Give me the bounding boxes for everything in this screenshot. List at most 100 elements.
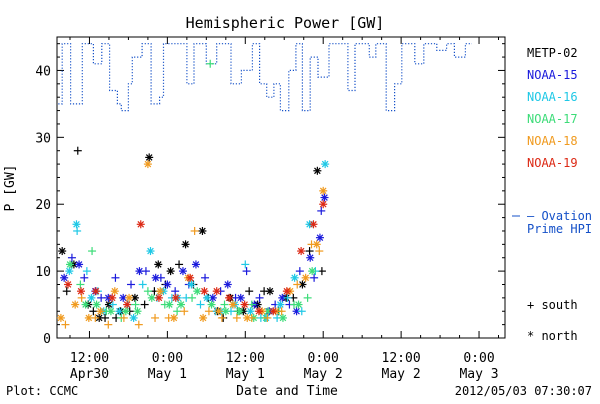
data-point-south <box>305 247 314 256</box>
data-point-north <box>75 260 84 269</box>
data-point-north <box>106 307 115 316</box>
data-point-north <box>178 267 187 276</box>
plot-area <box>56 36 506 339</box>
data-point-north <box>64 280 73 289</box>
data-point-south <box>61 320 70 329</box>
data-point-south <box>303 293 312 302</box>
data-point-south <box>206 59 215 68</box>
data-point-north <box>243 313 252 322</box>
data-point-south <box>173 307 182 316</box>
data-point-north <box>191 260 200 269</box>
data-point-north <box>58 247 67 256</box>
data-point-south <box>73 226 82 235</box>
data-point-south <box>204 307 213 316</box>
x-tick-label-time: 0:00 <box>463 351 494 366</box>
data-point-south <box>108 300 117 309</box>
data-point-north <box>123 300 132 309</box>
data-point-south <box>260 287 269 296</box>
data-point-south <box>190 226 199 235</box>
data-point-north <box>265 287 274 296</box>
data-point-north <box>135 267 144 276</box>
data-point-north <box>91 287 100 296</box>
y-axis: 0 10 20 30 40 <box>35 43 505 347</box>
data-point-north <box>56 313 65 322</box>
data-point-north <box>171 293 180 302</box>
data-point-north <box>200 287 209 296</box>
data-point-south <box>80 273 89 282</box>
data-point-north <box>223 280 232 289</box>
y-tick-label: 20 <box>35 198 51 213</box>
data-point-south <box>245 287 254 296</box>
data-point-north <box>214 307 223 316</box>
y-tick-label: 30 <box>35 131 51 146</box>
data-point-south <box>131 300 140 309</box>
data-point-south <box>138 280 147 289</box>
data-point-south <box>310 273 319 282</box>
data-point-north <box>125 293 134 302</box>
data-point-north <box>136 220 145 229</box>
series-layer <box>56 43 472 329</box>
data-point-south <box>97 293 106 302</box>
data-point-south <box>232 313 241 322</box>
legend-item: NOAA-15 <box>527 68 578 82</box>
footer-timestamp: 2012/05/03 07:30:07 <box>455 384 592 398</box>
data-point-south <box>73 146 82 155</box>
legend: METP-02 NOAA-15 NOAA-16 NOAA-17 NOAA-18 NOAA-… <box>512 46 592 343</box>
data-point-north <box>77 287 86 296</box>
y-tick-label: 0 <box>43 332 51 347</box>
data-point-south <box>234 307 243 316</box>
x-tick-label-date: Apr30 <box>70 367 109 382</box>
data-point-south <box>67 253 76 262</box>
data-point-south <box>255 293 264 302</box>
data-point-north <box>282 287 291 296</box>
data-point-north <box>72 220 81 229</box>
data-point-south <box>171 287 180 296</box>
data-point-north <box>221 307 230 316</box>
data-point-south <box>156 273 165 282</box>
data-point-south <box>297 307 306 316</box>
data-point-north <box>313 166 322 175</box>
y-tick-label: 10 <box>35 265 51 280</box>
legend-item: NOAA-18 <box>527 134 578 148</box>
data-point-north <box>269 307 278 316</box>
legend-ovation-label: — Ovation <box>527 209 592 223</box>
y-tick-label: 40 <box>35 64 51 79</box>
x-tick-label-time: 12:00 <box>70 351 109 366</box>
legend-marker-north: * north <box>527 329 578 343</box>
data-point-north <box>202 293 211 302</box>
data-point-south <box>241 260 250 269</box>
x-tick-label-date: May 1 <box>148 367 187 382</box>
legend-item: NOAA-19 <box>527 156 578 170</box>
x-tick-label-time: 0:00 <box>152 351 183 366</box>
data-point-south <box>317 206 326 215</box>
data-point-south <box>82 267 91 276</box>
data-point-south <box>293 280 302 289</box>
data-point-south <box>247 313 256 322</box>
data-point-north <box>163 280 172 289</box>
data-point-north <box>240 300 249 309</box>
data-point-south <box>111 273 120 282</box>
data-point-south <box>141 267 150 276</box>
data-point-north <box>309 220 318 229</box>
data-point-south <box>76 280 85 289</box>
data-point-south <box>77 293 86 302</box>
data-point-north <box>290 273 299 282</box>
data-point-south <box>101 313 110 322</box>
data-point-north <box>87 293 96 302</box>
data-point-south <box>140 300 149 309</box>
data-point-south <box>217 313 226 322</box>
ovation-hpi-line <box>58 43 472 112</box>
data-point-south <box>307 240 316 249</box>
data-point-north <box>246 307 255 316</box>
data-point-north <box>133 307 142 316</box>
data-point-north <box>156 287 165 296</box>
data-point-south <box>283 293 292 302</box>
data-point-south <box>242 267 251 276</box>
data-point-south <box>62 287 71 296</box>
data-point-north <box>177 300 186 309</box>
data-point-south <box>127 280 136 289</box>
x-tick-label-date: May 1 <box>226 367 265 382</box>
data-point-north <box>81 300 90 309</box>
data-point-north <box>320 193 329 202</box>
data-point-north <box>306 253 315 262</box>
